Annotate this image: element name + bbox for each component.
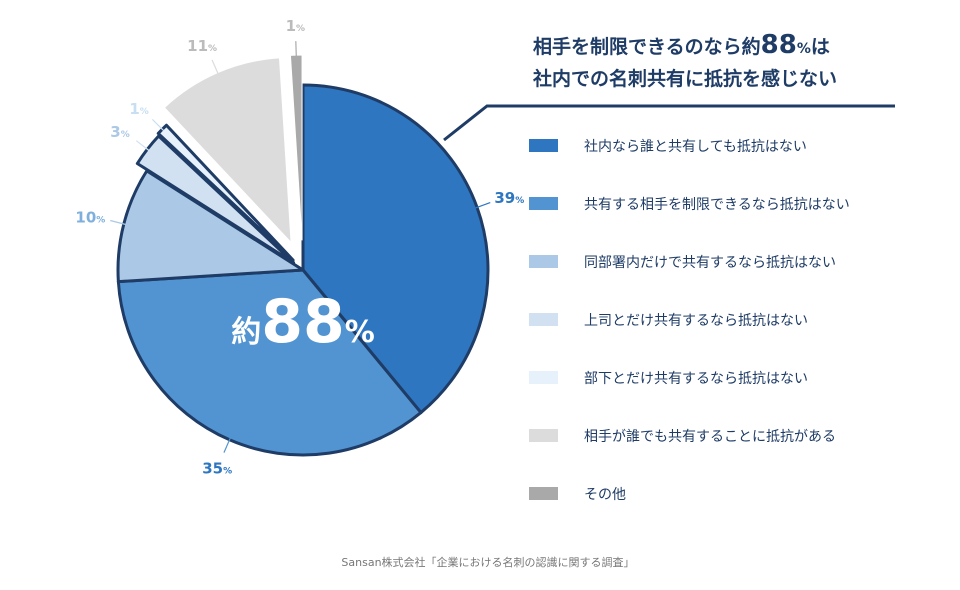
pie-slice <box>289 54 303 241</box>
pie-slices <box>116 54 490 457</box>
value-label: 11% <box>187 37 217 55</box>
leader-line <box>295 41 297 58</box>
legend: 社内なら誰と共有しても抵抗はない共有する相手を制限できるなら抵抗はない同部署内だ… <box>529 139 850 503</box>
legend-swatch <box>529 487 558 500</box>
center-label-unit: % <box>345 315 375 350</box>
value-label: 3% <box>110 123 129 141</box>
legend-label: 部下とだけ共有するなら抵抗はない <box>584 371 808 387</box>
center-label-number: 88 <box>261 287 345 357</box>
headline-text-after: は <box>811 36 830 58</box>
leader-line <box>474 202 491 209</box>
leader-line <box>223 437 231 453</box>
legend-swatch <box>529 313 558 326</box>
headline-number: 88 <box>761 30 797 60</box>
leader-line <box>151 118 165 132</box>
center-label: 約88% <box>231 287 375 357</box>
leader-line <box>135 140 150 151</box>
legend-label: 相手が誰でも共有することに抵抗がある <box>584 429 836 445</box>
value-label: 39% <box>494 189 524 207</box>
leader-line <box>110 219 126 226</box>
legend-swatch <box>529 429 558 442</box>
legend-swatch <box>529 197 558 210</box>
legend-label: 上司とだけ共有するなら抵抗はない <box>584 313 808 329</box>
source-caption: Sansan株式会社「企業における名刺の認識に関する調査」 <box>341 555 634 569</box>
headline-underline <box>443 104 895 142</box>
legend-label: 社内なら誰と共有しても抵抗はない <box>584 139 807 155</box>
leader-lines <box>110 41 491 453</box>
legend-label: 共有する相手を制限できるなら抵抗はない <box>584 197 850 213</box>
headline-text-before: 相手を制限できるのなら約 <box>533 35 761 58</box>
value-label: 35% <box>202 459 232 477</box>
legend-label: その他 <box>584 487 626 503</box>
legend-label: 同部署内だけで共有するなら抵抗はない <box>584 255 836 271</box>
headline-unit: % <box>797 41 811 57</box>
leader-line <box>211 59 219 75</box>
value-label: 10% <box>75 209 105 227</box>
value-label: 1% <box>129 100 148 118</box>
legend-swatch <box>529 139 558 152</box>
headline-line-1: 相手を制限できるのなら約88%は <box>533 30 830 60</box>
headline-line-2: 社内での名刺共有に抵抗を感じない <box>532 67 837 90</box>
value-labels: 39%35%10%3%1%11%1% <box>75 17 524 477</box>
value-label: 1% <box>286 17 305 35</box>
legend-swatch <box>529 371 558 384</box>
center-label-prefix: 約 <box>231 315 261 350</box>
legend-swatch <box>529 255 558 268</box>
